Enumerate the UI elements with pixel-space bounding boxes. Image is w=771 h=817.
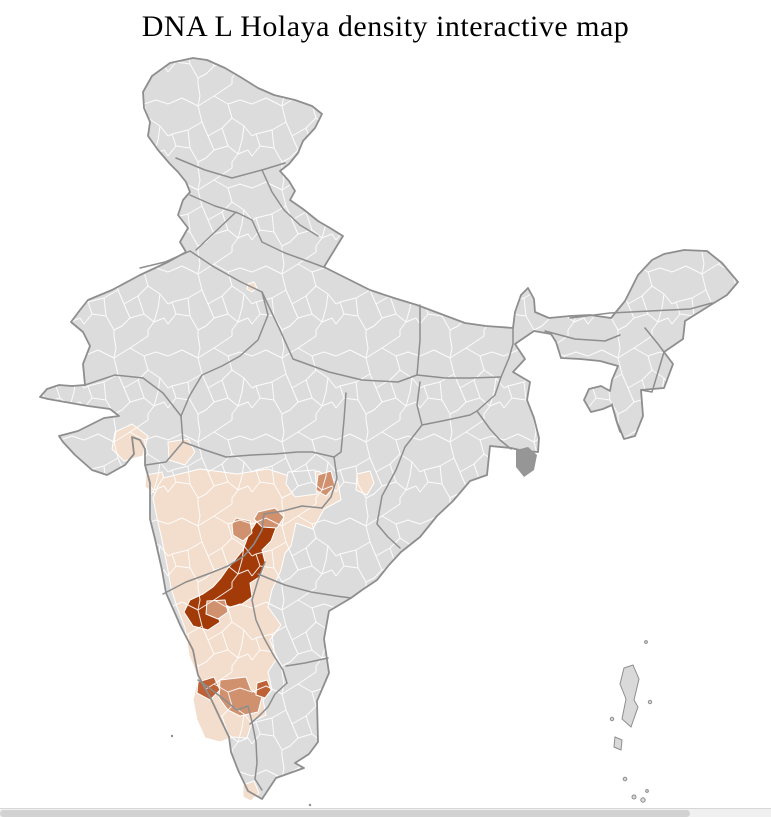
sundarbans-delta <box>516 447 537 477</box>
horizontal-scrollbar[interactable] <box>0 808 771 817</box>
lakshadweep-islands <box>170 734 312 807</box>
page-title: DNA L Holaya density interactive map <box>141 10 630 43</box>
state-boundaries <box>84 157 713 791</box>
horizontal-scrollbar-thumb[interactable] <box>0 810 690 817</box>
andaman-nicobar-islands <box>609 640 653 803</box>
